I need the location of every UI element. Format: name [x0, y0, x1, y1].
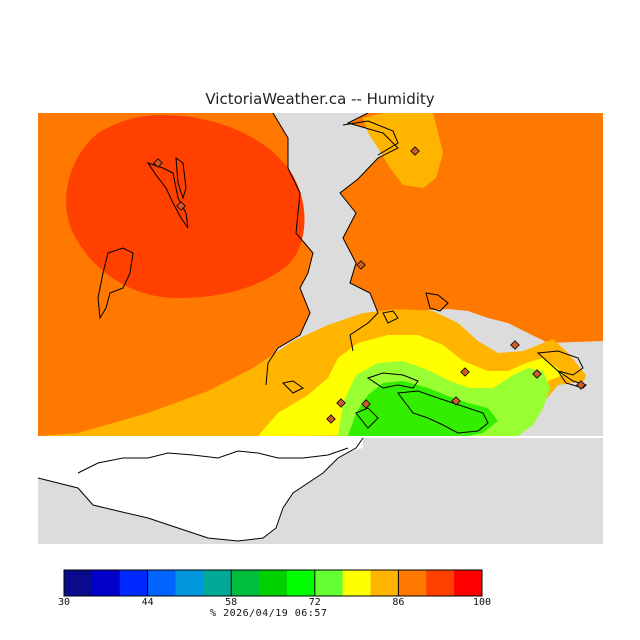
legend-tick-label: 86: [392, 597, 405, 608]
coastline-outlines: [38, 113, 587, 542]
legend-tick-label: 58: [225, 597, 238, 608]
legend-tick-labels: 30 44 58 72 86 100: [58, 597, 491, 611]
legend-tick-label: 44: [141, 597, 154, 608]
map-title: VictoriaWeather.ca -- Humidity: [205, 90, 435, 108]
legend-color-swatch: [342, 570, 372, 596]
station-marker[interactable]: [576, 380, 586, 390]
legend-tick-label: 30: [57, 597, 71, 608]
station-marker[interactable]: [460, 367, 470, 377]
legend-border: [63, 569, 483, 597]
legend-color-swatch: [119, 570, 149, 596]
station-marker[interactable]: [532, 369, 542, 379]
legend-color-swatch: [231, 570, 260, 596]
legend-color-swatch: [286, 570, 316, 596]
legend-timestamp: 2026/04/19 06:57: [223, 608, 328, 619]
station-marker[interactable]: [176, 201, 186, 211]
uncovered-land-area: [38, 436, 603, 541]
station-marker[interactable]: [410, 146, 420, 156]
humidity-map: [38, 113, 603, 544]
legend-color-swatch: [398, 570, 427, 596]
humidity-map-canvas: [38, 113, 603, 544]
legend-color-swatch: [203, 570, 232, 596]
legend-color-swatch: [314, 570, 344, 596]
legend-caption: % 2026/04/19 06:57: [210, 608, 327, 619]
legend-color-swatch: [147, 570, 176, 596]
legend-color-swatch: [64, 570, 93, 596]
station-marker[interactable]: [451, 396, 461, 406]
zone-low-humidity: [348, 381, 498, 436]
legend-color-swatch: [426, 570, 455, 596]
weather-station-markers: [153, 146, 586, 424]
station-marker[interactable]: [510, 340, 520, 350]
legend-unit: %: [210, 608, 217, 619]
legend-color-swatch: [454, 570, 483, 596]
legend-tick-label: 72: [308, 597, 321, 608]
legend-color-swatch: [91, 570, 121, 596]
legend-color-swatch: [259, 570, 288, 596]
station-marker[interactable]: [356, 260, 366, 270]
station-marker[interactable]: [336, 398, 346, 408]
station-marker[interactable]: [361, 399, 371, 409]
legend-tick-label: 100: [472, 597, 492, 608]
station-marker[interactable]: [326, 414, 336, 424]
station-marker[interactable]: [153, 158, 163, 168]
zone-mid-high-ne: [363, 113, 443, 188]
legend-color-swatch: [370, 570, 399, 596]
color-scale-bar: [63, 569, 483, 597]
legend-color-swatch: [175, 570, 204, 596]
uncovered-water-strip: [38, 436, 363, 478]
color-legend: 30 44 58 72 86 100: [58, 569, 491, 608]
